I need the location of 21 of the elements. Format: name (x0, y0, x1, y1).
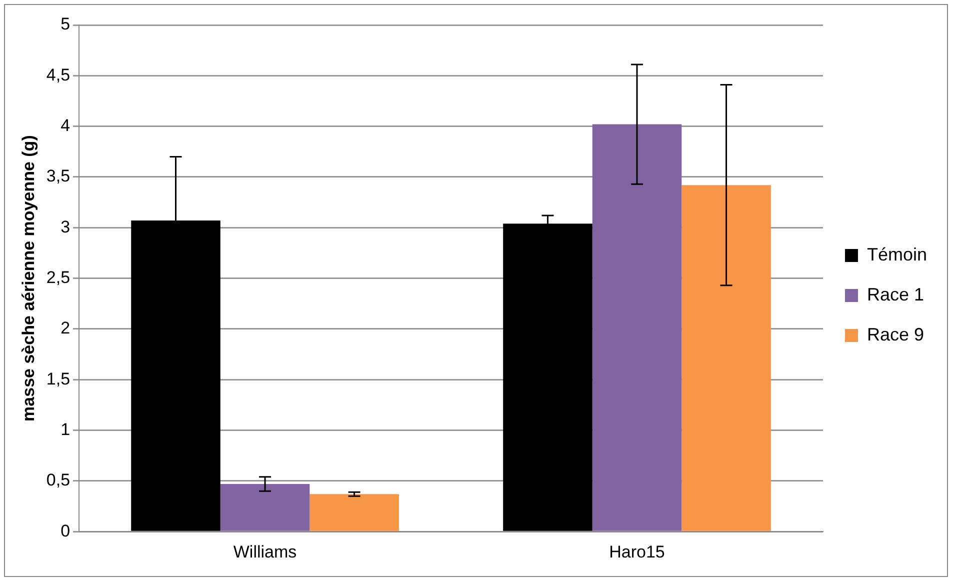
y-tick-label: 3,5 (46, 166, 70, 186)
y-tick-label: 3 (60, 217, 70, 236)
x-tick-label: Haro15 (609, 542, 665, 562)
y-tick-label: 2,5 (46, 268, 70, 287)
y-tick-label: 0,5 (46, 470, 70, 490)
y-tick-label: 4 (60, 116, 70, 136)
legend-label: Race 9 (866, 324, 924, 344)
x-tick-label: Williams (233, 542, 297, 562)
bar (220, 484, 310, 531)
y-tick-label: 0 (60, 521, 70, 540)
bar (310, 494, 399, 531)
y-tick-label: 2 (60, 318, 70, 338)
legend-label: Race 1 (866, 284, 924, 304)
bar (682, 185, 771, 531)
bar (592, 124, 682, 531)
legend-label: Témoin (866, 244, 928, 264)
y-tick-label: 4,5 (46, 65, 70, 84)
y-axis-title: masse sèche aérienne moyenne (g) (18, 135, 38, 422)
y-tick-label: 1 (60, 420, 70, 439)
y-tick-label: 1,5 (46, 369, 70, 388)
y-tick-label: 5 (60, 14, 70, 34)
